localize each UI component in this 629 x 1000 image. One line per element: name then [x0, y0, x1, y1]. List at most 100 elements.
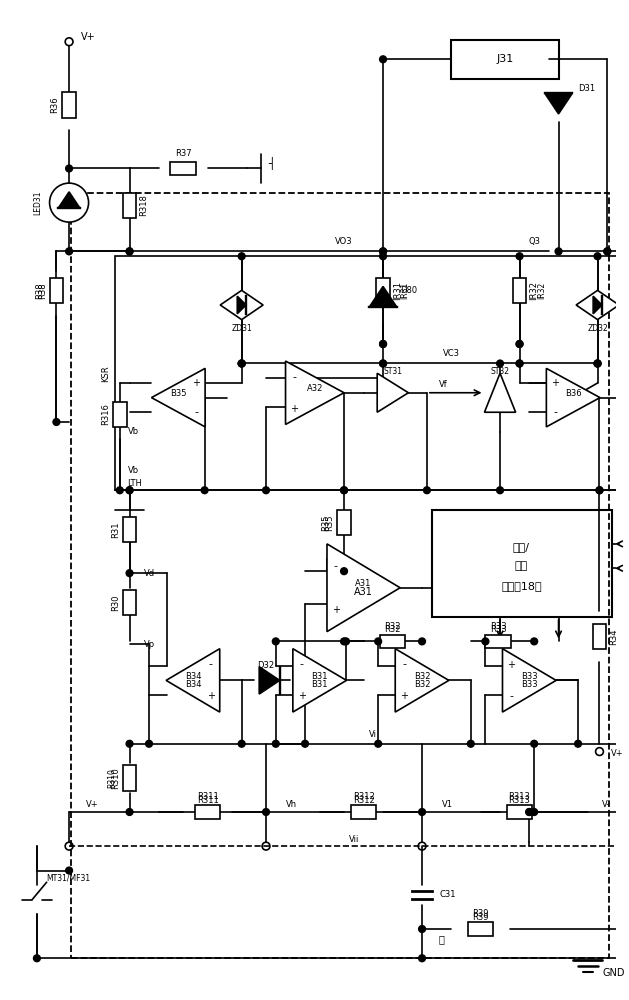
Text: R316: R316	[101, 403, 110, 425]
Circle shape	[423, 487, 430, 494]
Bar	[50, 278, 64, 303]
Circle shape	[594, 253, 601, 260]
Circle shape	[618, 487, 625, 494]
Circle shape	[126, 487, 133, 494]
Bar	[431, 510, 612, 617]
Text: +: +	[291, 404, 298, 414]
Text: VC3: VC3	[443, 349, 460, 358]
Circle shape	[272, 740, 279, 747]
Bar	[123, 193, 136, 218]
Bar	[351, 805, 376, 819]
Polygon shape	[327, 544, 400, 632]
Circle shape	[594, 360, 601, 367]
Bar	[380, 635, 406, 648]
Circle shape	[596, 487, 603, 494]
Text: 计数/: 计数/	[513, 542, 530, 552]
Circle shape	[238, 740, 245, 747]
Text: IR31: IR31	[401, 282, 409, 299]
Bar	[513, 278, 526, 303]
Text: ST32: ST32	[491, 367, 509, 376]
Text: R36: R36	[50, 97, 59, 113]
Text: R318: R318	[139, 195, 148, 216]
Text: -: -	[194, 407, 198, 417]
Circle shape	[575, 740, 581, 747]
Text: 或: 或	[438, 934, 445, 944]
Circle shape	[497, 487, 503, 494]
Bar	[62, 92, 76, 118]
Circle shape	[516, 360, 523, 367]
Polygon shape	[286, 361, 344, 424]
Text: D32: D32	[257, 661, 275, 670]
Polygon shape	[547, 368, 600, 427]
Circle shape	[380, 341, 386, 347]
Bar	[468, 922, 493, 936]
Text: V-: V-	[603, 800, 611, 809]
Circle shape	[555, 248, 562, 255]
Polygon shape	[484, 373, 516, 412]
Text: LTH: LTH	[128, 479, 142, 488]
Bar	[123, 590, 136, 615]
Circle shape	[126, 248, 133, 255]
Circle shape	[341, 487, 347, 494]
Bar	[71, 193, 610, 958]
Circle shape	[419, 955, 425, 962]
Circle shape	[380, 360, 386, 367]
Polygon shape	[395, 649, 449, 712]
Text: IR32: IR32	[529, 281, 538, 300]
Circle shape	[596, 487, 603, 494]
Circle shape	[126, 248, 133, 255]
Text: -: -	[334, 561, 338, 571]
Circle shape	[604, 248, 611, 255]
Circle shape	[263, 809, 269, 815]
Text: J31: J31	[496, 54, 513, 64]
Bar	[115, 256, 622, 490]
Circle shape	[65, 867, 72, 874]
Text: +: +	[507, 660, 515, 670]
Text: A31: A31	[354, 587, 373, 597]
Text: Vf: Vf	[439, 380, 448, 389]
Text: B32: B32	[414, 672, 430, 681]
Text: V+: V+	[611, 749, 624, 758]
Text: -: -	[292, 372, 296, 382]
Bar	[593, 624, 606, 649]
Circle shape	[65, 248, 72, 255]
Circle shape	[516, 341, 523, 347]
Text: -: -	[402, 660, 406, 670]
Circle shape	[380, 248, 386, 255]
Circle shape	[380, 253, 386, 260]
Bar	[170, 162, 196, 175]
Polygon shape	[503, 649, 556, 712]
Text: Q3: Q3	[528, 237, 540, 246]
Text: R32: R32	[384, 622, 401, 631]
Text: B31: B31	[311, 672, 328, 681]
Text: R32: R32	[384, 625, 401, 634]
Bar	[195, 805, 220, 819]
Circle shape	[594, 360, 601, 367]
Text: IR32: IR32	[537, 282, 546, 299]
Text: +: +	[298, 691, 306, 701]
Circle shape	[618, 740, 625, 747]
Text: +: +	[192, 378, 200, 388]
Circle shape	[238, 253, 245, 260]
Text: R311: R311	[197, 796, 218, 805]
Polygon shape	[576, 290, 619, 320]
Polygon shape	[377, 373, 408, 412]
Bar	[486, 635, 511, 648]
Text: Vp: Vp	[144, 640, 155, 649]
Text: Vb: Vb	[128, 427, 139, 436]
Text: IR31: IR31	[392, 281, 402, 300]
Text: -: -	[299, 660, 304, 670]
Circle shape	[419, 638, 425, 645]
Text: A31: A31	[355, 579, 372, 588]
Text: R35: R35	[325, 514, 334, 531]
Polygon shape	[293, 649, 347, 712]
Circle shape	[380, 341, 386, 347]
Circle shape	[531, 740, 538, 747]
Text: +: +	[551, 378, 559, 388]
Polygon shape	[259, 667, 280, 694]
Text: B33: B33	[521, 680, 538, 689]
Circle shape	[126, 487, 133, 494]
Text: B32: B32	[414, 680, 430, 689]
Text: ZD31: ZD31	[231, 324, 252, 333]
Bar	[123, 517, 136, 542]
